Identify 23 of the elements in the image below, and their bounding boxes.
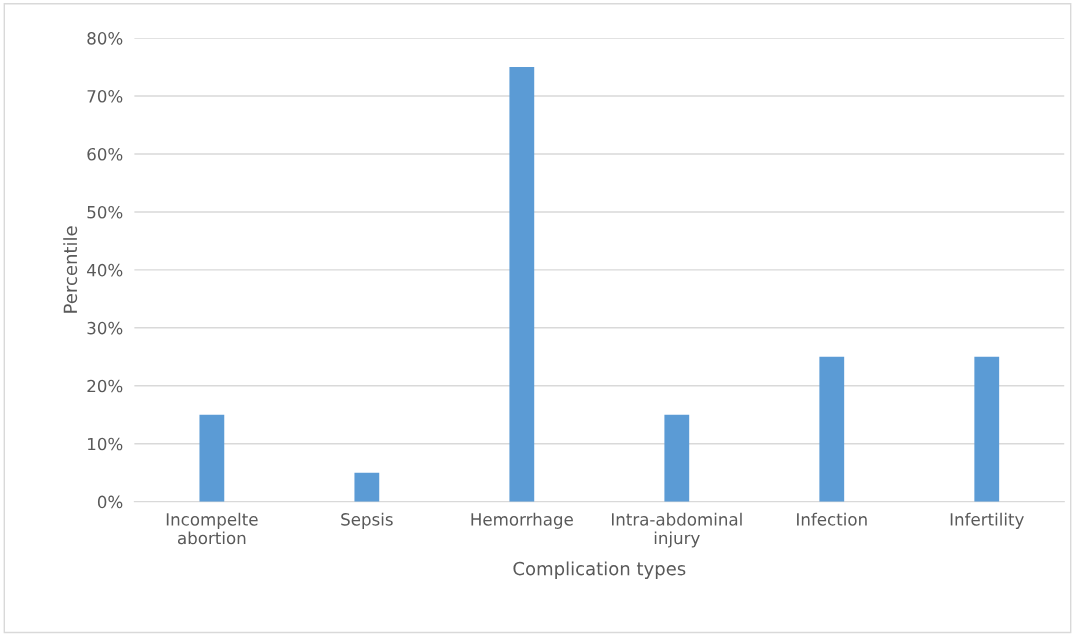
- x-tick-label: Sepsis: [341, 512, 393, 529]
- y-tick-label: 70%: [87, 90, 123, 103]
- x-tick-label: Incompelte abortion: [166, 512, 258, 545]
- bar: [354, 472, 380, 502]
- bar: [819, 356, 845, 502]
- y-tick-label: 20%: [87, 379, 123, 393]
- y-tick-label: 30%: [87, 321, 123, 335]
- bar: [974, 356, 1000, 502]
- y-tick-label: 80%: [87, 32, 123, 45]
- y-tick-label: 50%: [87, 205, 123, 219]
- y-tick-label: 10%: [88, 437, 123, 451]
- y-tick-label: 0%: [97, 495, 123, 509]
- x-tick-label: Hemorrhage: [471, 512, 573, 529]
- x-tick-label: Infertility: [950, 512, 1024, 529]
- bar: [509, 67, 535, 502]
- bar: [199, 414, 225, 502]
- x-axis-title: Complication types: [513, 561, 686, 579]
- y-tick-label: 60%: [87, 147, 123, 161]
- y-tick-label: 40%: [87, 263, 123, 277]
- x-tick-label: Intra-abdominal injury: [611, 512, 742, 548]
- x-tick-label: Infection: [797, 512, 867, 526]
- y-axis-title: Percentile: [63, 226, 78, 313]
- bar: [664, 414, 690, 502]
